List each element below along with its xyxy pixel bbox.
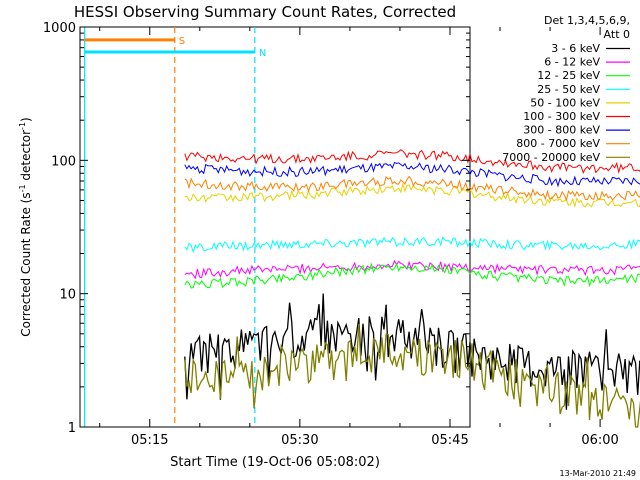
- legend-title: Det 1,3,4,5,6,9,: [544, 14, 630, 27]
- y-tick-label: 100: [51, 154, 76, 169]
- flag-label: S: [179, 36, 185, 47]
- x-tick-label: 06:00: [581, 433, 618, 448]
- series-line: [184, 323, 640, 428]
- legend-label: 100 - 300 keV: [523, 110, 600, 123]
- y-tick-label: 10: [59, 288, 76, 303]
- legend-label: 6 - 12 keV: [544, 56, 600, 69]
- y-axis-ticks: 1 10 100 1000: [43, 21, 470, 436]
- plot-frame: [79, 26, 471, 428]
- legend-title: Att 0: [604, 28, 630, 41]
- x-tick-label: 05:30: [281, 433, 318, 448]
- chart-title: HESSI Observing Summary Count Rates, Cor…: [74, 3, 456, 21]
- series-line: [184, 259, 640, 280]
- legend-label: 25 - 50 keV: [537, 83, 600, 96]
- y-tick-label: 1: [68, 421, 76, 436]
- y-axis-label: Corrected Count Rate (s-1 detector-1): [18, 117, 33, 336]
- legend-label: 3 - 6 keV: [551, 42, 600, 55]
- y-tick-label: 1000: [43, 21, 76, 36]
- legend-label: 800 - 7000 keV: [516, 137, 600, 150]
- legend-label: 50 - 100 keV: [530, 96, 600, 109]
- series-lines: [184, 149, 640, 428]
- series-line: [184, 175, 640, 202]
- footer-timestamp: 13-Mar-2010 21:49: [560, 469, 637, 478]
- flag-bars: SN: [84, 36, 266, 59]
- series-line: [184, 236, 640, 254]
- series-line: [184, 262, 640, 289]
- legend-label: 300 - 800 keV: [523, 124, 600, 137]
- series-line: [184, 293, 640, 410]
- series-line: [184, 149, 640, 175]
- flag-label: N: [259, 48, 266, 59]
- legend-label: 7000 - 20000 keV: [502, 151, 600, 164]
- legend-label: 12 - 25 keV: [537, 69, 600, 82]
- x-tick-label: 05:45: [431, 433, 468, 448]
- series-line: [184, 182, 640, 209]
- x-axis-label: Start Time (19-Oct-06 05:08:02): [170, 455, 380, 470]
- series-line: [184, 161, 640, 188]
- event-markers: [84, 27, 256, 427]
- x-tick-label: 05:15: [131, 433, 168, 448]
